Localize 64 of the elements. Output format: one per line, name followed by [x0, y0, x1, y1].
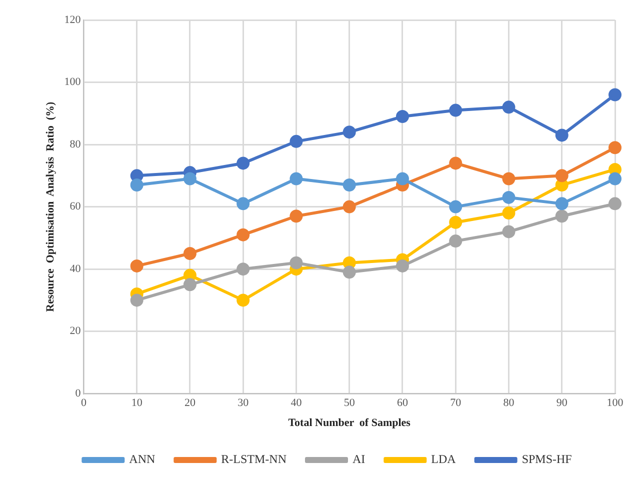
legend-label: AI	[352, 452, 366, 466]
point	[555, 128, 568, 142]
point	[342, 266, 356, 279]
x-tick-label: 70	[450, 397, 462, 410]
x-tick-label: 10	[131, 397, 143, 410]
y-tick-label: 80	[70, 138, 82, 150]
x-axis-title: Total Number of Samples	[288, 417, 412, 430]
point	[502, 172, 516, 186]
point	[502, 100, 516, 114]
legend-label: SPMS-HF	[522, 452, 572, 466]
point	[608, 172, 622, 186]
point	[449, 156, 462, 170]
legend-label: R-LSTM-NN	[221, 452, 287, 466]
point	[449, 200, 462, 214]
x-tick-label: 40	[290, 397, 302, 410]
point	[608, 141, 622, 154]
y-tick-label: 60	[70, 200, 82, 213]
legend-label: ANN	[129, 452, 156, 466]
x-tick-label: 50	[344, 397, 356, 410]
point	[183, 247, 196, 260]
x-tick-label: 90	[556, 397, 568, 410]
point	[342, 200, 356, 214]
point	[555, 169, 568, 182]
point	[555, 197, 568, 210]
point	[342, 126, 356, 139]
y-tick-label: 120	[64, 14, 82, 26]
y-tick-label: 0	[75, 387, 82, 400]
x-tick-label: 20	[184, 397, 196, 410]
point	[236, 228, 250, 242]
point	[290, 256, 303, 270]
point	[130, 294, 144, 307]
point	[236, 262, 250, 276]
point	[236, 294, 250, 307]
legend-label: LDA	[431, 452, 456, 466]
point	[183, 278, 196, 292]
point	[290, 134, 303, 148]
point	[449, 216, 462, 229]
point	[608, 88, 622, 102]
x-tick-label: 60	[396, 397, 408, 410]
point	[130, 178, 144, 192]
y-tick-label: 100	[64, 76, 82, 88]
point	[396, 172, 409, 186]
point	[396, 259, 409, 272]
point	[290, 172, 303, 186]
point	[502, 225, 516, 238]
point	[555, 210, 568, 223]
y-tick-label: 40	[70, 262, 82, 275]
point	[396, 110, 409, 124]
point	[502, 206, 516, 220]
y-axis-title: Resource Optimisation Analysis Ratio (%)	[44, 101, 56, 312]
point	[130, 259, 144, 272]
point	[183, 172, 196, 186]
point	[236, 197, 250, 210]
point	[449, 104, 462, 117]
point	[608, 197, 622, 210]
y-tick-label: 20	[70, 325, 82, 338]
x-tick-label: 30	[238, 397, 250, 410]
point	[502, 190, 516, 204]
point	[236, 156, 250, 170]
point	[449, 234, 462, 248]
x-tick-label: 80	[503, 397, 515, 410]
point	[342, 178, 356, 192]
point	[290, 210, 303, 223]
x-tick-label: 100	[606, 397, 624, 410]
